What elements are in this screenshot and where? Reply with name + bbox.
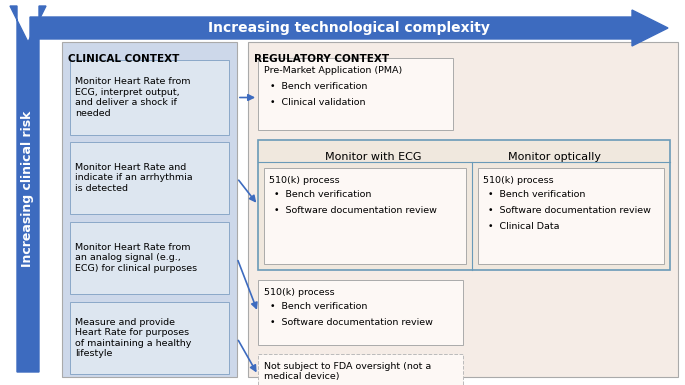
FancyBboxPatch shape [62, 42, 237, 377]
FancyBboxPatch shape [258, 58, 453, 130]
FancyBboxPatch shape [70, 302, 229, 374]
Text: •  Clinical validation: • Clinical validation [270, 98, 366, 107]
Text: •  Bench verification: • Bench verification [274, 190, 371, 199]
Text: •  Bench verification: • Bench verification [270, 82, 367, 91]
FancyBboxPatch shape [70, 222, 229, 294]
FancyBboxPatch shape [258, 354, 463, 385]
Text: REGULATORY CONTEXT: REGULATORY CONTEXT [254, 54, 389, 64]
Text: Increasing technological complexity: Increasing technological complexity [208, 21, 490, 35]
Text: •  Clinical Data: • Clinical Data [488, 222, 560, 231]
Text: •  Bench verification: • Bench verification [488, 190, 586, 199]
Text: Monitor optically: Monitor optically [508, 152, 601, 162]
FancyBboxPatch shape [264, 168, 466, 264]
Text: Increasing clinical risk: Increasing clinical risk [21, 111, 34, 267]
Polygon shape [10, 6, 46, 372]
Text: 510(k) process: 510(k) process [269, 176, 340, 185]
FancyBboxPatch shape [258, 280, 463, 345]
FancyBboxPatch shape [478, 168, 664, 264]
Text: Pre-Market Application (PMA): Pre-Market Application (PMA) [264, 66, 402, 75]
Text: •  Software documentation review: • Software documentation review [270, 318, 433, 327]
Text: •  Software documentation review: • Software documentation review [488, 206, 651, 215]
FancyBboxPatch shape [70, 142, 229, 214]
FancyBboxPatch shape [70, 60, 229, 135]
Text: Not subject to FDA oversight (not a
medical device): Not subject to FDA oversight (not a medi… [264, 362, 432, 382]
Text: Monitor Heart Rate from
an analog signal (e.g.,
ECG) for clinical purposes: Monitor Heart Rate from an analog signal… [75, 243, 197, 273]
FancyBboxPatch shape [248, 42, 678, 377]
Text: 510(k) process: 510(k) process [264, 288, 335, 297]
Text: •  Bench verification: • Bench verification [270, 302, 367, 311]
Text: Monitor with ECG: Monitor with ECG [325, 152, 421, 162]
Text: Monitor Heart Rate and
indicate if an arrhythmia
is detected: Monitor Heart Rate and indicate if an ar… [75, 163, 192, 193]
Text: •  Software documentation review: • Software documentation review [274, 206, 437, 215]
Text: 510(k) process: 510(k) process [483, 176, 553, 185]
Polygon shape [30, 10, 668, 46]
Text: Monitor Heart Rate from
ECG, interpret output,
and deliver a shock if
needed: Monitor Heart Rate from ECG, interpret o… [75, 77, 190, 117]
FancyBboxPatch shape [258, 140, 670, 270]
Text: CLINICAL CONTEXT: CLINICAL CONTEXT [68, 54, 179, 64]
Text: Measure and provide
Heart Rate for purposes
of maintaining a healthy
lifestyle: Measure and provide Heart Rate for purpo… [75, 318, 191, 358]
